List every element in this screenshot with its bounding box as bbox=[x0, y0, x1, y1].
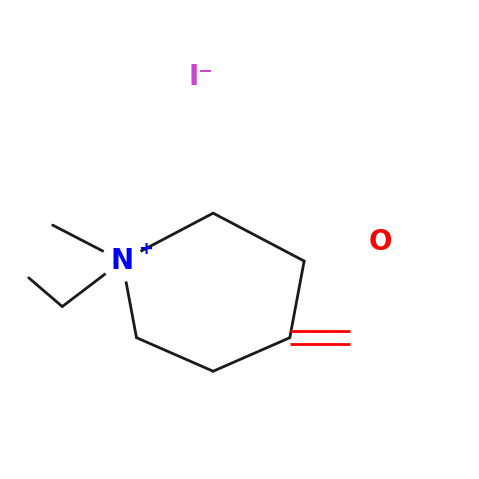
Text: I⁻: I⁻ bbox=[189, 63, 214, 91]
Text: +: + bbox=[137, 240, 153, 258]
Circle shape bbox=[361, 222, 401, 262]
Text: O: O bbox=[369, 228, 393, 256]
Circle shape bbox=[102, 241, 142, 281]
Text: N: N bbox=[111, 247, 134, 275]
